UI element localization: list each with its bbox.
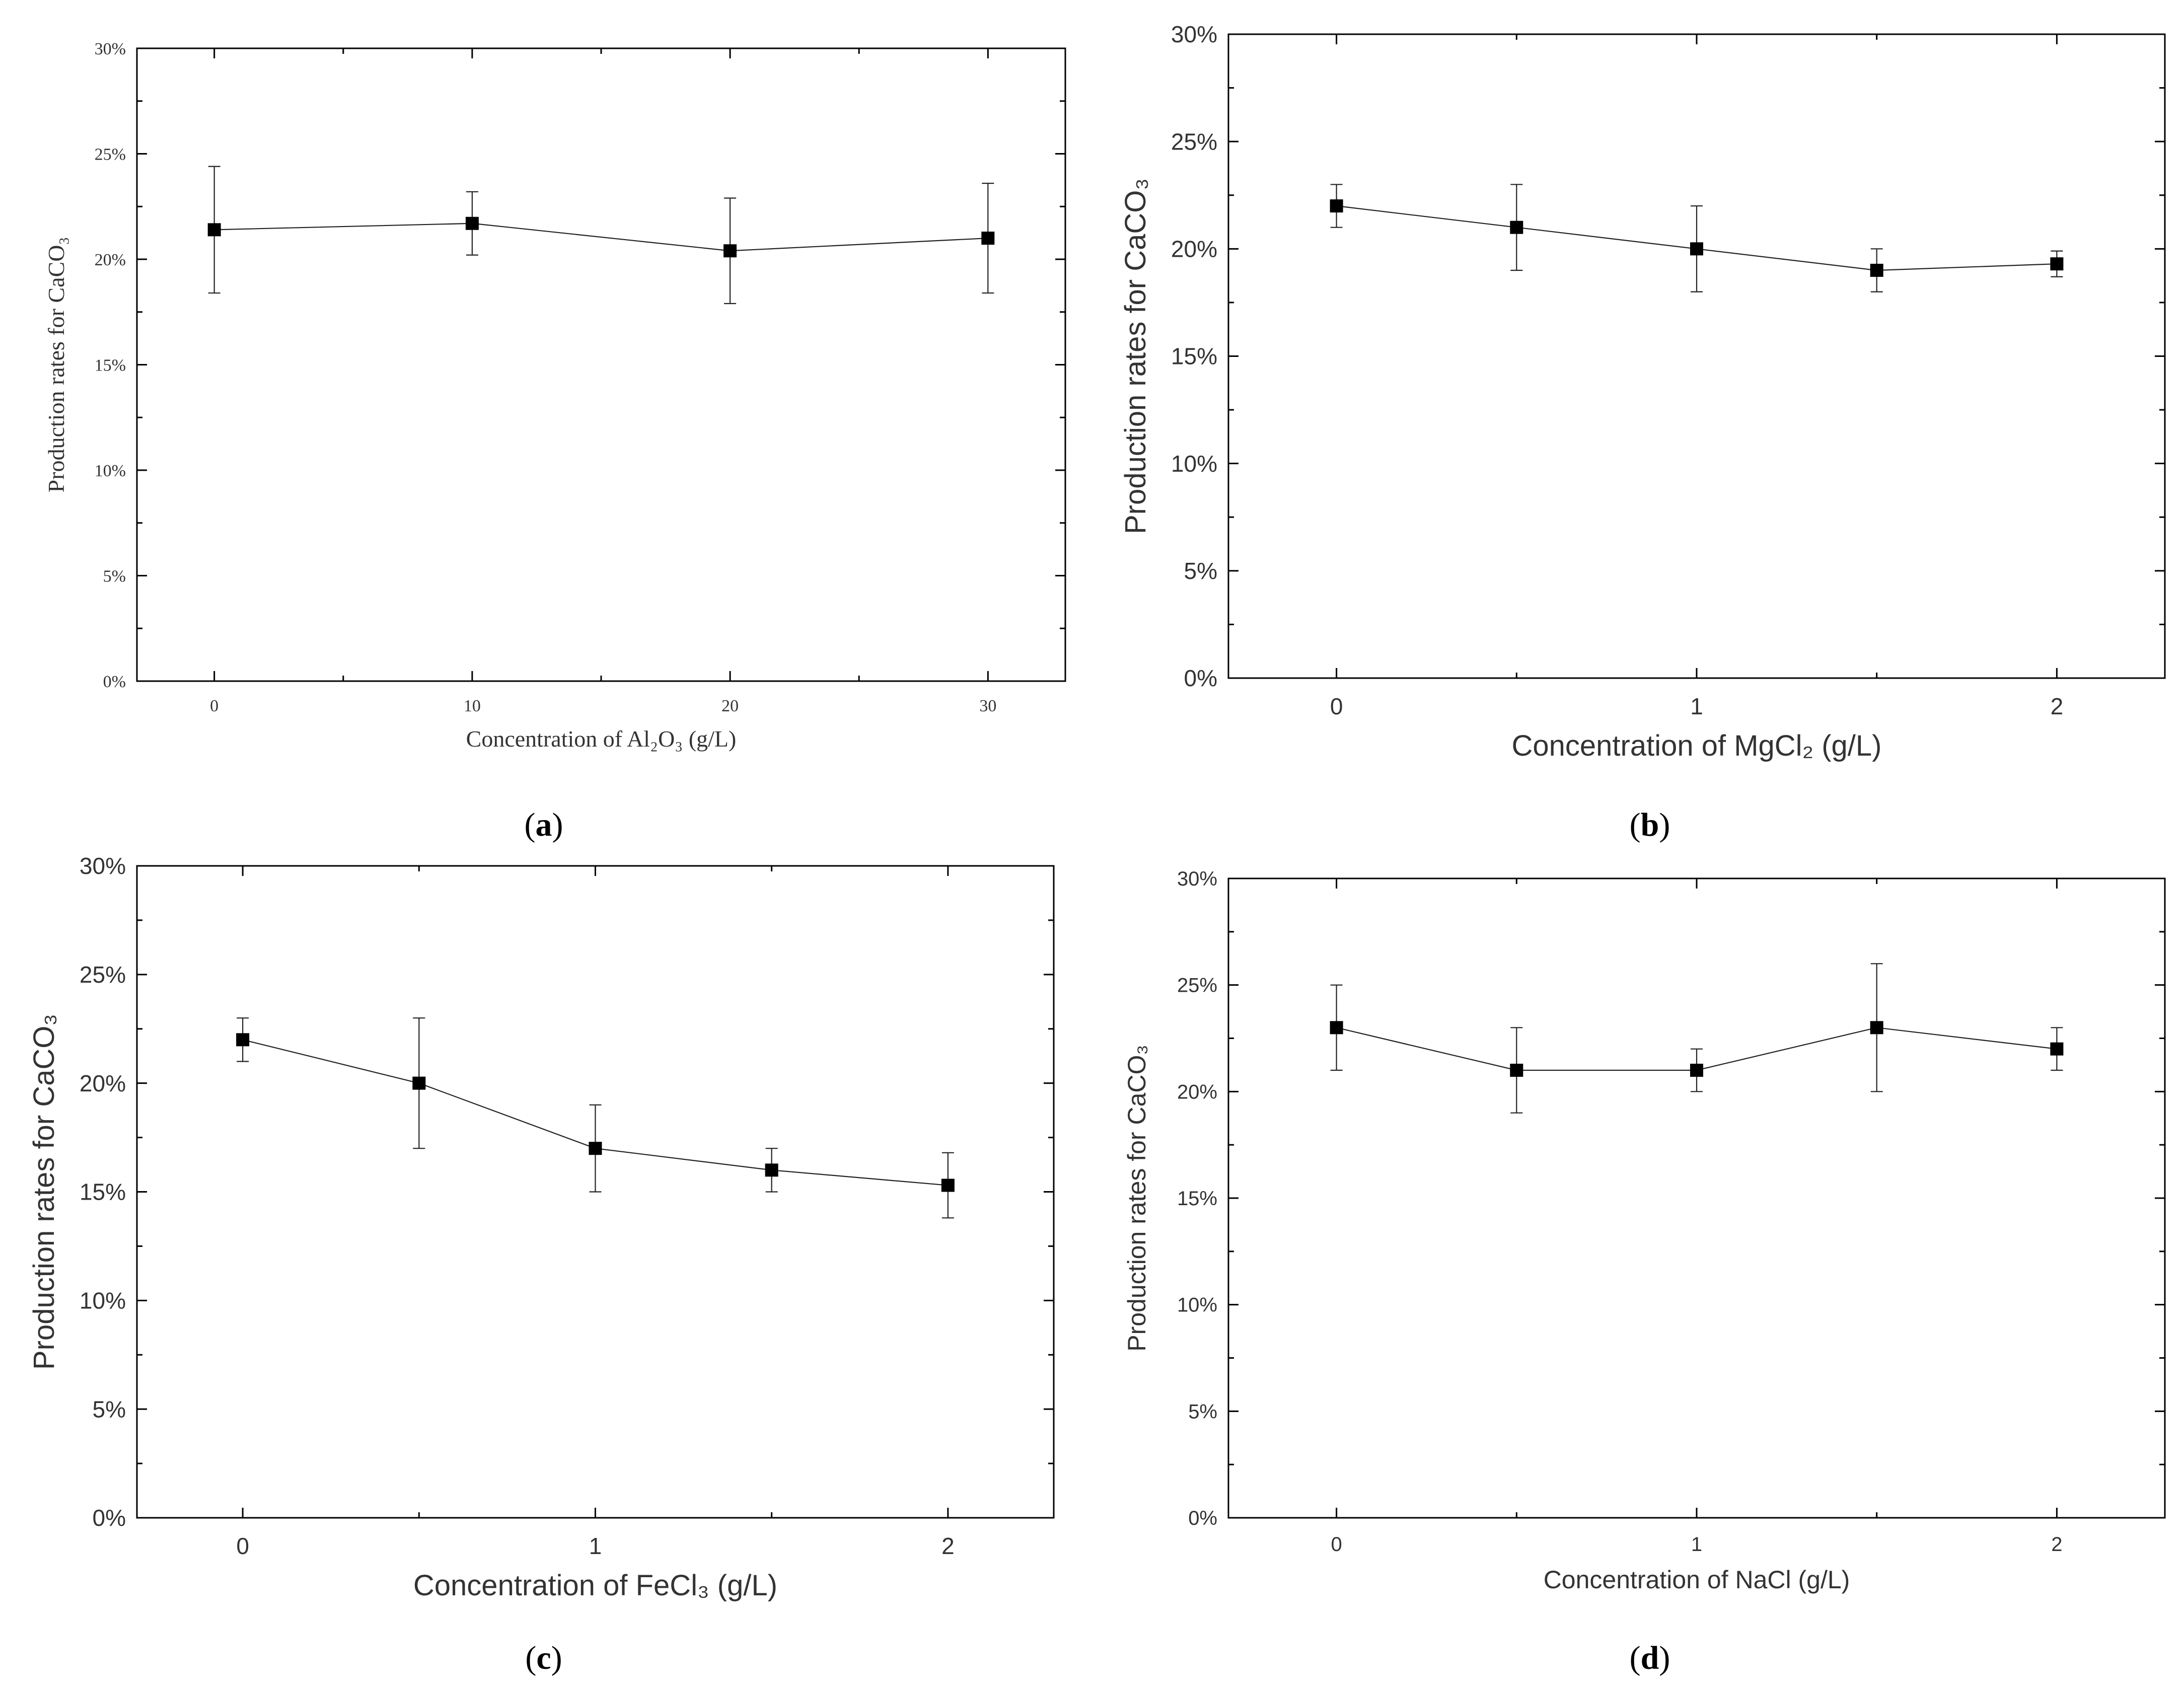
panel-caption-close: )	[552, 806, 563, 843]
panel-caption-letter: a	[536, 806, 552, 843]
y-tick-label: 10%	[1171, 451, 1217, 477]
y-tick-label: 25%	[1177, 975, 1217, 997]
data-point	[1870, 263, 1883, 277]
data-point	[1510, 1064, 1523, 1077]
data-point	[1690, 242, 1703, 256]
panel-caption-open: (	[1630, 806, 1641, 843]
panel-caption-close: )	[1659, 1640, 1670, 1676]
plot-frame	[1227, 33, 2166, 679]
x-tick-label: 20	[721, 697, 739, 715]
x-tick-label: 1	[589, 1533, 602, 1559]
x-tick-label: 1	[1691, 1533, 1702, 1556]
x-tick-label: 2	[941, 1533, 955, 1559]
y-tick-label: 20%	[1177, 1081, 1217, 1103]
y-tick-label: 30%	[1171, 21, 1217, 47]
panel-caption: (d)	[1630, 1640, 1670, 1676]
panel-caption-letter: b	[1641, 806, 1659, 843]
panel-caption-close: )	[1659, 806, 1670, 843]
x-tick-label: 0	[1330, 693, 1343, 719]
y-tick-label: 15%	[1171, 343, 1217, 370]
y-tick-label: 15%	[80, 1179, 126, 1205]
panel-caption-open: (	[525, 1640, 536, 1676]
panel-caption-close: )	[551, 1640, 562, 1676]
x-axis-title: Concentration of NaCl (g/L)	[1544, 1566, 1850, 1594]
y-tick-label: 15%	[1177, 1188, 1217, 1210]
y-tick-label: 0%	[1188, 1507, 1217, 1529]
y-tick-label: 15%	[95, 356, 126, 375]
y-axis-title: Production rates for CaCO₃	[1119, 178, 1152, 534]
data-point	[1330, 1021, 1343, 1035]
plot-frame	[1227, 877, 2166, 1519]
chart-panel-d: 0% 5% 10% 15% 20% 25% 30% 0 1 2 Concentration of N…	[1123, 868, 2166, 1594]
data-point	[723, 244, 737, 258]
data-point	[765, 1163, 778, 1177]
data-point	[1870, 1021, 1883, 1035]
panel-caption-open: (	[525, 806, 536, 843]
x-tick-label: 0	[210, 697, 219, 715]
y-tick-label: 25%	[80, 962, 126, 988]
y-tick-label: 10%	[1177, 1294, 1217, 1316]
x-axis-title: Concentration of MgCl₂ (g/L)	[1512, 729, 1882, 762]
y-tick-label: 0%	[103, 673, 126, 691]
y-tick-label: 5%	[1188, 1400, 1217, 1423]
data-point	[2050, 257, 2064, 271]
y-tick-label: 20%	[95, 251, 126, 269]
y-tick-label: 30%	[80, 853, 126, 879]
panel-caption-letter: c	[536, 1640, 551, 1676]
data-point	[236, 1033, 250, 1047]
y-axis-title: Production rates for CaCO₃	[1123, 1045, 1151, 1352]
x-tick-label: 10	[464, 697, 481, 715]
data-point	[1510, 220, 1523, 234]
data-point	[589, 1142, 602, 1155]
panel-caption: (a)	[525, 806, 563, 843]
panel-caption-open: (	[1630, 1640, 1641, 1676]
y-tick-label: 20%	[80, 1070, 126, 1096]
y-tick-label: 10%	[80, 1287, 126, 1313]
x-axis-title: Concentration of Al₂O₃ (g/L)	[466, 726, 737, 752]
chart-panel-c: 0% 5% 10% 15% 20% 25% 30% 0 1 2 Concentration of F…	[28, 853, 1055, 1602]
x-axis-title: Concentration of FeCl₃ (g/L)	[413, 1569, 777, 1602]
y-tick-label: 25%	[95, 145, 126, 164]
x-tick-label: 0	[236, 1533, 249, 1559]
x-tick-label: 2	[2051, 693, 2064, 719]
plot-frame	[136, 47, 1066, 682]
data-point	[1330, 199, 1343, 213]
y-tick-label: 5%	[93, 1396, 126, 1422]
panel-caption-letter: d	[1641, 1640, 1659, 1676]
y-tick-label: 5%	[1184, 558, 1217, 584]
data-point	[465, 216, 479, 230]
chart-panel-a: 0% 5% 10% 15% 20% 25% 30% 0 10 20 30 Concentration …	[43, 40, 1066, 752]
y-tick-label: 0%	[93, 1505, 126, 1531]
panel-caption: (b)	[1630, 806, 1670, 843]
y-axis-title: Production rates for CaCO₃	[43, 237, 69, 493]
data-point	[207, 223, 221, 237]
data-point	[412, 1076, 426, 1090]
y-tick-label: 30%	[1177, 868, 1217, 890]
chart-panel-b: 0% 5% 10% 15% 20% 25% 30% 0 1 2 Concentration of M…	[1119, 21, 2166, 762]
y-tick-label: 25%	[1171, 128, 1217, 155]
x-tick-label: 0	[1331, 1533, 1342, 1556]
y-tick-label: 30%	[95, 40, 126, 58]
y-tick-label: 20%	[1171, 236, 1217, 262]
y-axis-title: Production rates for CaCO₃	[28, 1014, 60, 1370]
y-tick-label: 5%	[103, 567, 126, 585]
data-point	[941, 1178, 955, 1192]
y-tick-label: 0%	[1184, 665, 1217, 691]
data-point	[981, 232, 995, 245]
x-tick-label: 2	[2051, 1533, 2062, 1556]
panel-caption: (c)	[525, 1640, 562, 1676]
data-point	[1690, 1064, 1703, 1077]
series-line	[214, 223, 988, 252]
x-tick-label: 30	[979, 697, 996, 715]
y-tick-label: 10%	[95, 462, 126, 480]
x-tick-label: 1	[1690, 693, 1703, 719]
data-point	[2050, 1042, 2064, 1056]
